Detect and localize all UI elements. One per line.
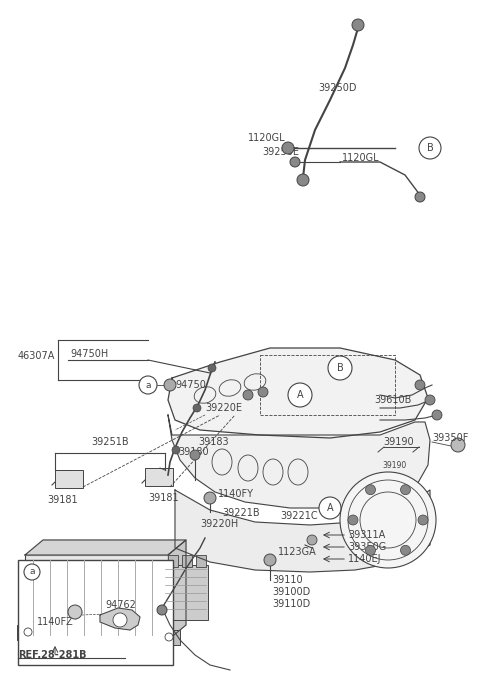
Circle shape (190, 450, 200, 460)
Bar (145, 468, 173, 486)
Text: 39311A: 39311A (348, 530, 385, 540)
Text: 39110: 39110 (272, 575, 302, 585)
Text: A: A (327, 503, 333, 513)
Circle shape (243, 390, 253, 400)
Circle shape (365, 545, 375, 555)
Text: 39251B: 39251B (91, 437, 129, 447)
Circle shape (352, 19, 364, 31)
Circle shape (164, 379, 176, 391)
Bar (158, 630, 180, 645)
Polygon shape (100, 608, 140, 630)
Bar (224, 520, 246, 538)
Circle shape (208, 364, 216, 372)
Text: A: A (297, 390, 303, 400)
Polygon shape (168, 348, 428, 438)
Text: 39180: 39180 (178, 447, 209, 457)
Circle shape (264, 554, 276, 566)
Text: B: B (427, 143, 433, 153)
Circle shape (400, 485, 410, 495)
Circle shape (288, 383, 312, 407)
Text: a: a (145, 381, 151, 390)
Circle shape (340, 472, 436, 568)
Circle shape (24, 564, 40, 580)
Circle shape (282, 142, 294, 154)
Text: 1120GL: 1120GL (342, 153, 380, 163)
Circle shape (328, 356, 352, 380)
Bar (25, 555, 168, 640)
Circle shape (204, 492, 216, 504)
Circle shape (319, 497, 341, 519)
Bar (196, 555, 206, 567)
Text: REF.28-281B: REF.28-281B (18, 650, 86, 660)
Text: 94750: 94750 (175, 380, 206, 390)
Circle shape (68, 605, 82, 619)
Text: 1140FY: 1140FY (218, 489, 254, 499)
Text: 39610B: 39610B (374, 395, 411, 405)
Text: 46307A: 46307A (18, 351, 55, 361)
Circle shape (415, 192, 425, 202)
Text: 39100D: 39100D (272, 587, 310, 597)
Text: 39250D: 39250D (318, 83, 357, 93)
Bar (168, 555, 178, 567)
Circle shape (365, 485, 375, 495)
Text: 39221C: 39221C (280, 511, 318, 521)
Bar (182, 555, 192, 567)
Circle shape (451, 438, 465, 452)
Circle shape (348, 515, 358, 525)
Text: 39183: 39183 (198, 437, 228, 447)
Circle shape (258, 387, 268, 397)
Circle shape (139, 376, 157, 394)
Circle shape (172, 446, 180, 454)
Circle shape (157, 605, 167, 615)
Circle shape (415, 380, 425, 390)
Text: a: a (29, 567, 35, 576)
Circle shape (400, 545, 410, 555)
Circle shape (307, 535, 317, 545)
Text: 94750H: 94750H (70, 349, 108, 359)
Text: 39110D: 39110D (272, 599, 310, 609)
Text: 39220H: 39220H (200, 519, 238, 529)
Text: 1140FZ: 1140FZ (37, 617, 74, 627)
Text: 39190: 39190 (383, 462, 407, 471)
Text: 39350F: 39350F (432, 433, 468, 443)
Text: 1123GA: 1123GA (278, 547, 317, 557)
Text: 39250E: 39250E (262, 147, 299, 157)
Bar (18, 560, 173, 665)
Polygon shape (175, 490, 430, 572)
Text: 39190: 39190 (383, 437, 414, 447)
Bar (17, 625, 39, 640)
Circle shape (193, 404, 201, 412)
Polygon shape (168, 540, 186, 640)
Text: B: B (336, 363, 343, 373)
Circle shape (290, 157, 300, 167)
Bar (163, 565, 208, 620)
Text: 94762: 94762 (105, 600, 136, 610)
Text: 39350G: 39350G (348, 542, 386, 552)
Text: 39181: 39181 (148, 493, 179, 503)
Text: 1140EJ: 1140EJ (348, 554, 382, 564)
Circle shape (113, 613, 127, 627)
Circle shape (24, 628, 32, 636)
Text: 39220E: 39220E (205, 403, 242, 413)
Circle shape (165, 633, 173, 641)
Polygon shape (168, 415, 430, 508)
Circle shape (432, 410, 442, 420)
Bar (200, 520, 222, 538)
Circle shape (425, 395, 435, 405)
Bar (378, 452, 413, 480)
Bar (55, 470, 83, 488)
Circle shape (297, 174, 309, 186)
Circle shape (418, 515, 428, 525)
Circle shape (419, 137, 441, 159)
Polygon shape (25, 540, 186, 555)
Text: 1120GL: 1120GL (248, 133, 286, 143)
Text: 39221B: 39221B (222, 508, 260, 518)
Text: 39181: 39181 (47, 495, 78, 505)
